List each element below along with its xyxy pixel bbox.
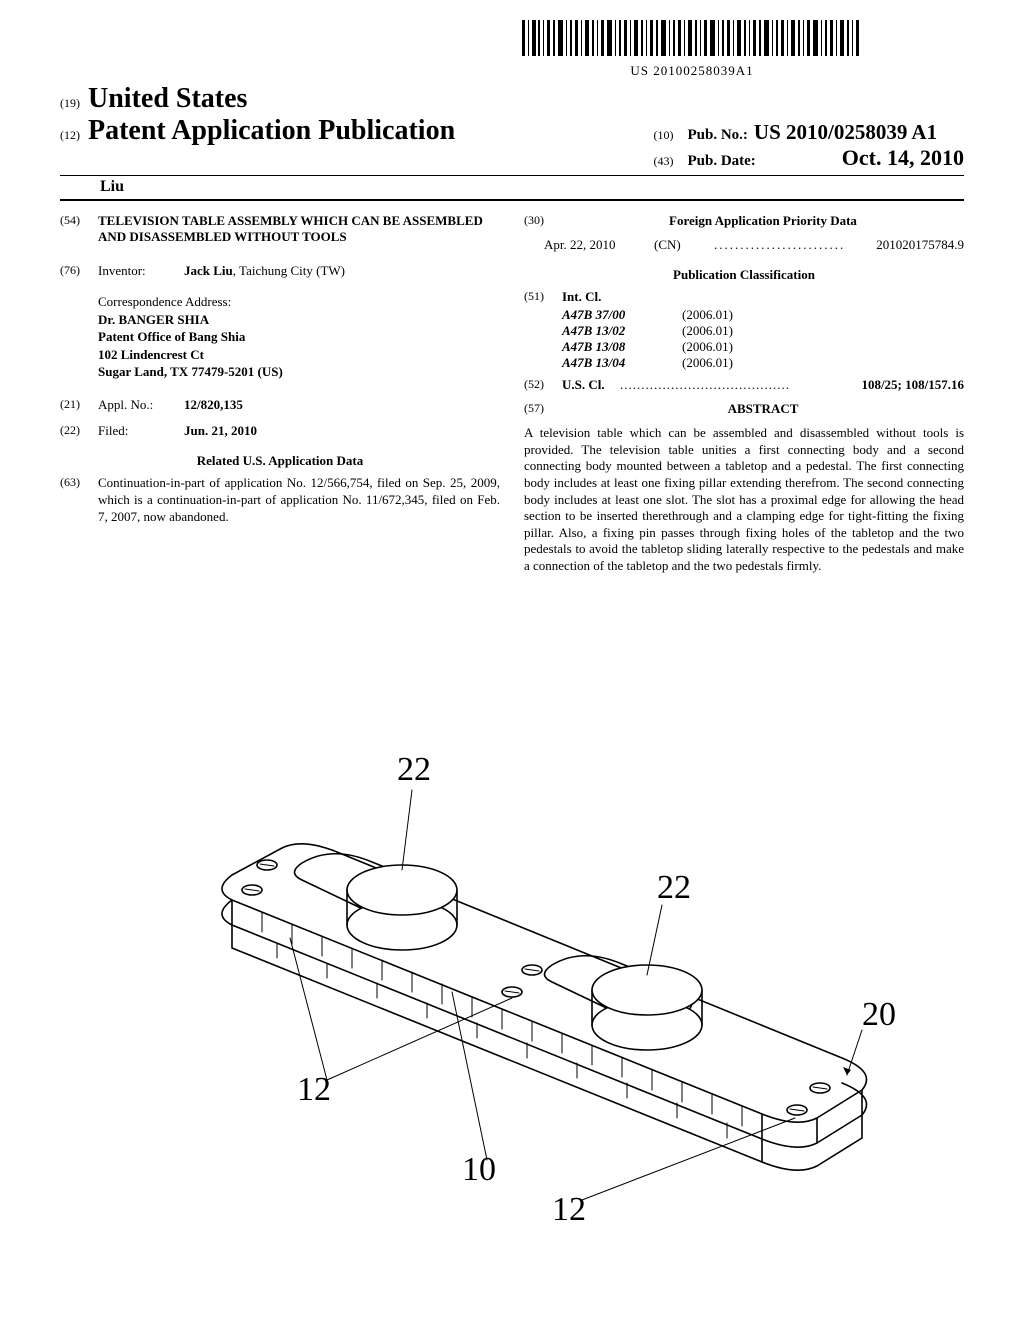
inventor-value: Jack Liu, Taichung City (TW) [184, 263, 500, 279]
inventor-name: Jack Liu [184, 263, 233, 278]
ref-20: 20 [862, 996, 896, 1033]
intcl-item: A47B 37/00(2006.01) [562, 307, 964, 323]
idx-51: (51) [524, 289, 562, 305]
idx-57: (57) [524, 401, 562, 417]
ref-22b: 22 [657, 869, 691, 906]
foreign-country: (CN) [654, 237, 714, 253]
pubdate-label: Pub. Date: [687, 153, 755, 170]
filed-value: Jun. 21, 2010 [184, 423, 500, 439]
intcl-label: Int. Cl. [562, 289, 601, 305]
ref-12b: 12 [552, 1191, 586, 1228]
idx-12: (12) [60, 128, 88, 143]
intcl-code: A47B 37/00 [562, 307, 682, 323]
country-name: United States [88, 83, 247, 115]
barcode-block: US 20100258039A1 [420, 20, 964, 79]
intcl-code: A47B 13/08 [562, 339, 682, 355]
intcl-version: (2006.01) [682, 355, 733, 370]
idx-63: (63) [60, 475, 98, 526]
ref-12a: 12 [297, 1071, 331, 1108]
ref-22a: 22 [397, 751, 431, 788]
right-column: (30) Foreign Application Priority Data A… [524, 213, 964, 575]
patent-figure: 22 22 20 12 12 10 [0, 730, 1024, 1290]
idx-76: (76) [60, 263, 98, 279]
left-column: (54) TELEVISION TABLE ASSEMBLY WHICH CAN… [60, 213, 500, 575]
corr-line-4: Sugar Land, TX 77479-5201 (US) [98, 363, 500, 381]
abstract-label: ABSTRACT [562, 401, 964, 417]
correspondence-heading: Correspondence Address: [98, 293, 500, 311]
idx-22: (22) [60, 423, 98, 439]
patent-page: US 20100258039A1 (19) United States (12)… [0, 0, 1024, 1320]
abstract-text: A television table which can be assemble… [524, 425, 964, 575]
foreign-heading: Foreign Application Priority Data [562, 213, 964, 229]
idx-10: (10) [653, 128, 681, 143]
related-heading: Related U.S. Application Data [60, 453, 500, 469]
uscl-value: 108/25; 108/157.16 [861, 377, 964, 393]
intcl-item: A47B 13/04(2006.01) [562, 355, 964, 371]
filed-label: Filed: [98, 423, 184, 439]
foreign-appno: 201020175784.9 [876, 237, 964, 253]
inventor-location: , Taichung City (TW) [233, 263, 345, 278]
pubno-value: US 2010/0258039 A1 [754, 120, 937, 145]
dots-leader: ........................................ [620, 377, 861, 393]
intcl-item: A47B 13/02(2006.01) [562, 323, 964, 339]
idx-43: (43) [653, 154, 681, 169]
foreign-date: Apr. 22, 2010 [544, 237, 654, 253]
applno-value: 12/820,135 [184, 397, 500, 413]
intcl-version: (2006.01) [682, 339, 733, 354]
biblio-columns: (54) TELEVISION TABLE ASSEMBLY WHICH CAN… [60, 213, 964, 575]
dots-leader: ......................... [714, 237, 876, 253]
correspondence-block: Correspondence Address: Dr. BANGER SHIA … [98, 293, 500, 381]
corr-line-1: Dr. BANGER SHIA [98, 311, 500, 329]
publication-type: Patent Application Publication [88, 115, 455, 147]
related-text: Continuation-in-part of application No. … [98, 475, 500, 526]
idx-21: (21) [60, 397, 98, 413]
barcode-graphic [522, 20, 862, 61]
header-block: (19) United States (12) Patent Applicati… [60, 83, 964, 201]
idx-30: (30) [524, 213, 562, 229]
pubdate-value: Oct. 14, 2010 [842, 145, 964, 171]
corr-line-2: Patent Office of Bang Shia [98, 328, 500, 346]
uscl-label: U.S. Cl. [562, 377, 620, 393]
barcode-number: US 20100258039A1 [420, 63, 964, 79]
corr-line-3: 102 Lindencrest Ct [98, 346, 500, 364]
ref-10: 10 [462, 1151, 496, 1188]
intcl-code: A47B 13/04 [562, 355, 682, 371]
intcl-code: A47B 13/02 [562, 323, 682, 339]
intcl-version: (2006.01) [682, 307, 733, 322]
pubno-label: Pub. No.: [687, 127, 747, 144]
intcl-list: A47B 37/00(2006.01) A47B 13/02(2006.01) … [562, 307, 964, 371]
intcl-version: (2006.01) [682, 323, 733, 338]
intcl-item: A47B 13/08(2006.01) [562, 339, 964, 355]
pubclass-heading: Publication Classification [524, 267, 964, 283]
idx-19: (19) [60, 96, 88, 111]
inventor-surname: Liu [100, 178, 124, 196]
inventor-label: Inventor: [98, 263, 184, 279]
applno-label: Appl. No.: [98, 397, 184, 413]
idx-54: (54) [60, 213, 98, 245]
idx-52: (52) [524, 377, 562, 393]
invention-title: TELEVISION TABLE ASSEMBLY WHICH CAN BE A… [98, 213, 500, 245]
